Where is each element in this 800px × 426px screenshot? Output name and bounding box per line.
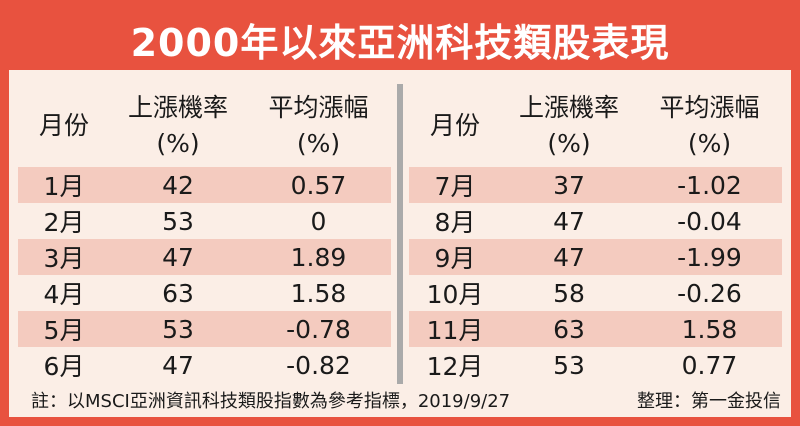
header-up-rate: 上漲機率 (%) [501,84,637,167]
table-header-row: 月份 上漲機率 (%) 平均漲幅 (%) [409,84,782,167]
avg-gain-cell: -1.99 [677,242,742,272]
avg-gain-cell: -0.26 [677,278,742,308]
header-avg-gain: 平均漲幅 (%) [637,84,782,167]
up-rate-cell: 37 [553,170,585,200]
avg-gain-cell: 0.57 [290,170,347,200]
table-row: 3月 47 1.89 [18,239,391,275]
header-up-rate: 上漲機率 (%) [110,84,246,167]
table-half-left: 月份 上漲機率 (%) 平均漲幅 (%) 1月 42 0.57 2月 53 0 3月 47 1.… [18,84,391,384]
table-row: 9月 47 -1.99 [409,239,782,275]
up-rate-cell: 63 [162,278,194,308]
header-avg-gain-label: 平均漲幅 [659,92,760,122]
table-row: 5月 53 -0.78 [18,311,391,347]
header-up-rate-unit: (%) [547,128,591,158]
month-cell: 7月 [434,172,476,201]
header-avg-gain: 平均漲幅 (%) [246,84,391,167]
avg-gain-cell: -0.78 [286,314,351,344]
header-avg-gain-unit: (%) [296,128,341,158]
up-rate-cell: 47 [162,350,194,380]
table-body-right: 7月 37 -1.02 8月 47 -0.04 9月 47 -1.99 10月 58 -0.26 11月… [409,167,782,383]
table-row: 10月 58 -0.26 [409,275,782,311]
month-cell: 5月 [43,316,85,345]
data-table: 月份 上漲機率 (%) 平均漲幅 (%) 1月 42 0.57 2月 53 0 3月 47 1.… [18,84,782,384]
avg-gain-cell: -0.04 [677,206,742,236]
avg-gain-cell: 0.77 [681,350,738,380]
header-avg-gain-label: 平均漲幅 [268,92,369,122]
chart-title: 2000年以來亞洲科技類股表現 [130,21,670,65]
title-bar: 2000年以來亞洲科技類股表現 [9,9,791,70]
table-row: 1月 42 0.57 [18,167,391,203]
up-rate-cell: 53 [162,206,194,236]
header-month-label: 月份 [429,110,480,140]
header-month-label: 月份 [38,110,89,140]
avg-gain-cell: 1.58 [681,314,738,344]
header-month: 月份 [409,84,501,167]
header-up-rate-unit: (%) [156,128,200,158]
month-cell: 12月 [426,352,484,381]
up-rate-cell: 63 [553,314,585,344]
up-rate-cell: 47 [553,206,585,236]
up-rate-cell: 47 [553,242,585,272]
chart-frame: 2000年以來亞洲科技類股表現 月份 上漲機率 (%) 平均漲幅 (%) 1月 4… [9,9,791,417]
footer-note: 註：以MSCI亞洲資訊科技類股指數為參考指標，2019/9/27 [31,391,511,412]
avg-gain-cell: -1.02 [677,170,742,200]
table-row: 12月 53 0.77 [409,347,782,383]
table-row: 6月 47 -0.82 [18,347,391,383]
month-cell: 1月 [43,172,85,201]
footer-source: 整理：第一金投信 [637,391,781,412]
footer: 註：以MSCI亞洲資訊科技類股指數為參考指標，2019/9/27 整理：第一金投… [31,385,781,415]
table-row: 4月 63 1.58 [18,275,391,311]
up-rate-cell: 58 [553,278,585,308]
avg-gain-cell: 1.58 [290,278,347,308]
table-row: 2月 53 0 [18,203,391,239]
month-cell: 3月 [43,244,85,273]
header-up-rate-label: 上漲機率 [127,92,228,122]
up-rate-cell: 42 [162,170,194,200]
table-half-right: 月份 上漲機率 (%) 平均漲幅 (%) 7月 37 -1.02 8月 47 -0.04 9… [409,84,782,384]
month-cell: 8月 [434,208,476,237]
table-body-left: 1月 42 0.57 2月 53 0 3月 47 1.89 4月 63 1.58 5月 53 -0.78 6月… [18,167,391,383]
month-cell: 6月 [43,352,85,381]
up-rate-cell: 53 [162,314,194,344]
table-row: 8月 47 -0.04 [409,203,782,239]
month-cell: 4月 [43,280,85,309]
month-cell: 9月 [434,244,476,273]
avg-gain-cell: 1.89 [290,242,347,272]
center-divider [397,84,403,384]
avg-gain-cell: 0 [310,206,327,236]
month-cell: 2月 [43,208,85,237]
table-header-row: 月份 上漲機率 (%) 平均漲幅 (%) [18,84,391,167]
table-row: 7月 37 -1.02 [409,167,782,203]
table-row: 11月 63 1.58 [409,311,782,347]
up-rate-cell: 47 [162,242,194,272]
header-month: 月份 [18,84,110,167]
up-rate-cell: 53 [553,350,585,380]
avg-gain-cell: -0.82 [286,350,351,380]
header-avg-gain-unit: (%) [687,128,732,158]
month-cell: 11月 [426,316,484,345]
header-up-rate-label: 上漲機率 [518,92,619,122]
month-cell: 10月 [426,280,484,309]
